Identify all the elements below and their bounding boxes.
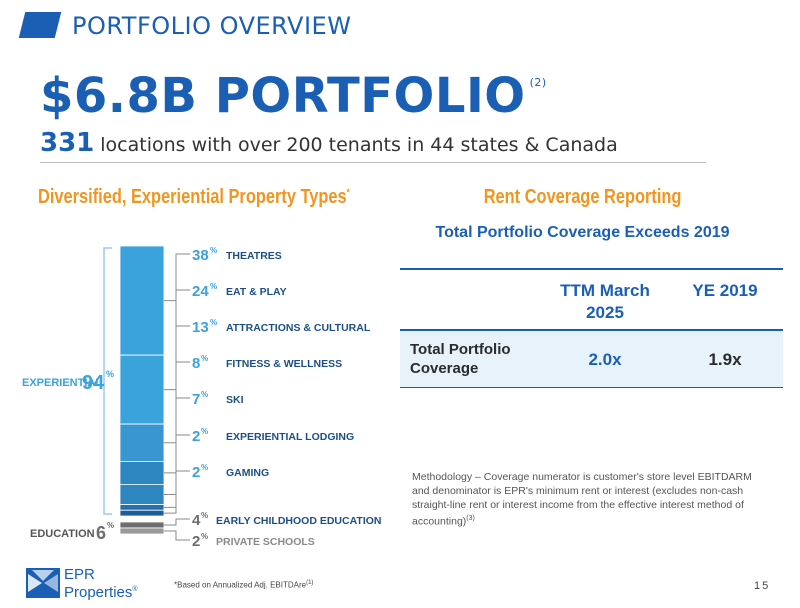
segment-value-label: 4 xyxy=(192,512,201,529)
segment-unit-label: % xyxy=(201,390,208,399)
segment-category-label: THEATRES xyxy=(226,250,282,262)
segment-value-label: 24 xyxy=(192,283,209,300)
segment-unit-label: % xyxy=(210,246,217,255)
segment-unit-label: % xyxy=(201,532,208,541)
logo-line-2: Properties xyxy=(64,584,133,601)
segment-unit-label: % xyxy=(201,463,208,472)
leader-line xyxy=(164,470,190,514)
epr-logo-icon xyxy=(26,568,60,598)
leader-line xyxy=(164,397,190,495)
segment-category-label: EARLY CHILDHOOD EDUCATION xyxy=(216,515,381,527)
bar-segment xyxy=(119,484,165,505)
segment-value-label: 2 xyxy=(192,464,200,481)
table-bottom-rule xyxy=(400,387,783,388)
segment-category-label: SKI xyxy=(226,394,244,406)
bar-segment xyxy=(119,521,165,529)
table-header-ye: YE 2019 xyxy=(692,281,758,300)
property-types-title-text: Diversified, Experiential Property Types xyxy=(38,186,347,208)
bar-segment xyxy=(119,527,165,535)
table-top-rule xyxy=(400,268,783,270)
property-types-title: Diversified, Experiential Property Types… xyxy=(38,186,350,209)
portfolio-headline-text: $6.8B PORTFOLIO xyxy=(40,68,526,124)
epr-logo-text: EPR Properties® xyxy=(64,567,138,600)
segment-category-label: GAMING xyxy=(226,467,269,479)
segment-category-label: EAT & PLAY xyxy=(226,286,287,298)
segment-category-label: PRIVATE SCHOOLS xyxy=(216,536,315,548)
table-row-label: Total Portfolio Coverage xyxy=(410,341,511,377)
bar-segment xyxy=(119,354,165,425)
property-types-title-marker: * xyxy=(346,187,350,199)
leader-line xyxy=(164,361,190,474)
leader-line xyxy=(164,518,190,526)
group-label-education: EDUCATION xyxy=(30,528,95,540)
segment-unit-label: % xyxy=(201,427,208,436)
segment-value-label: 7 xyxy=(192,391,200,408)
table-header-rule xyxy=(400,329,783,331)
table-cell-ye: 1.9x xyxy=(708,350,742,369)
methodology-footnote-ref: (3) xyxy=(466,515,475,522)
experiential-bracket xyxy=(103,247,112,515)
footnote: *Based on Annualized Adj. EBITDAre(1) xyxy=(174,580,313,590)
table-cell-ttm: 2.0x xyxy=(588,350,622,369)
bar-segment xyxy=(119,504,165,511)
bar-segment xyxy=(119,509,165,517)
portfolio-headline-note: (2) xyxy=(529,76,547,89)
footnote-ref: (1) xyxy=(306,580,314,586)
coverage-subtitle: Total Portfolio Coverage Exceeds 2019 xyxy=(435,224,730,241)
header-accent-shape xyxy=(18,12,62,38)
portfolio-headline: $6.8B PORTFOLIO (2) xyxy=(40,68,547,124)
page-header-title: PORTFOLIO OVERVIEW xyxy=(72,12,352,40)
segment-value-label: 8 xyxy=(192,355,200,372)
leader-line xyxy=(164,289,190,391)
bar-segment xyxy=(119,245,165,356)
footnote-text: *Based on Annualized Adj. EBITDAre xyxy=(174,580,307,590)
segment-category-label: ATTRACTIONS & CULTURAL xyxy=(226,322,371,334)
segment-value-label: 2 xyxy=(192,428,200,445)
segment-value-label: 2 xyxy=(192,533,200,550)
locations-text: locations with over 200 tenants in 44 st… xyxy=(100,134,618,156)
table-row xyxy=(400,331,783,387)
segment-value-label: 38 xyxy=(192,247,209,264)
segment-unit-label: % xyxy=(201,354,208,363)
group-label-experiential: EXPERIENTIAL xyxy=(22,377,102,389)
rent-coverage-title: Rent Coverage Reporting xyxy=(400,186,765,209)
methodology-text: Methodology – Coverage numerator is cust… xyxy=(412,471,752,528)
segment-category-label: FITNESS & WELLNESS xyxy=(226,358,342,370)
bar-segment xyxy=(119,423,165,462)
logo-line-1: EPR xyxy=(64,566,95,583)
leader-line xyxy=(164,530,190,541)
segment-unit-label: % xyxy=(201,511,208,520)
group-unit-experiential: % xyxy=(106,369,114,379)
bar-segment xyxy=(119,461,165,485)
logo-registered-mark: ® xyxy=(132,586,138,593)
locations-count: 331 xyxy=(40,128,95,158)
locations-summary: 331 locations with over 200 tenants in 44… xyxy=(40,128,618,158)
rent-coverage-title-text: Rent Coverage Reporting xyxy=(483,186,682,208)
page-number: 15 xyxy=(754,580,771,592)
table-header-ttm: TTM March 2025 xyxy=(560,281,650,322)
methodology-note: Methodology – Coverage numerator is cust… xyxy=(412,470,772,529)
leader-line xyxy=(164,253,190,302)
group-value-experiential: 94 xyxy=(82,372,105,394)
segment-value-label: 13 xyxy=(192,319,209,336)
segment-category-label: EXPERIENTIAL LODGING xyxy=(226,431,354,443)
leader-line xyxy=(164,325,190,444)
header-divider xyxy=(40,162,706,163)
group-unit-education: % xyxy=(107,521,114,530)
group-value-education: 6 xyxy=(96,523,106,543)
segment-unit-label: % xyxy=(210,282,217,291)
segment-unit-label: % xyxy=(210,318,217,327)
